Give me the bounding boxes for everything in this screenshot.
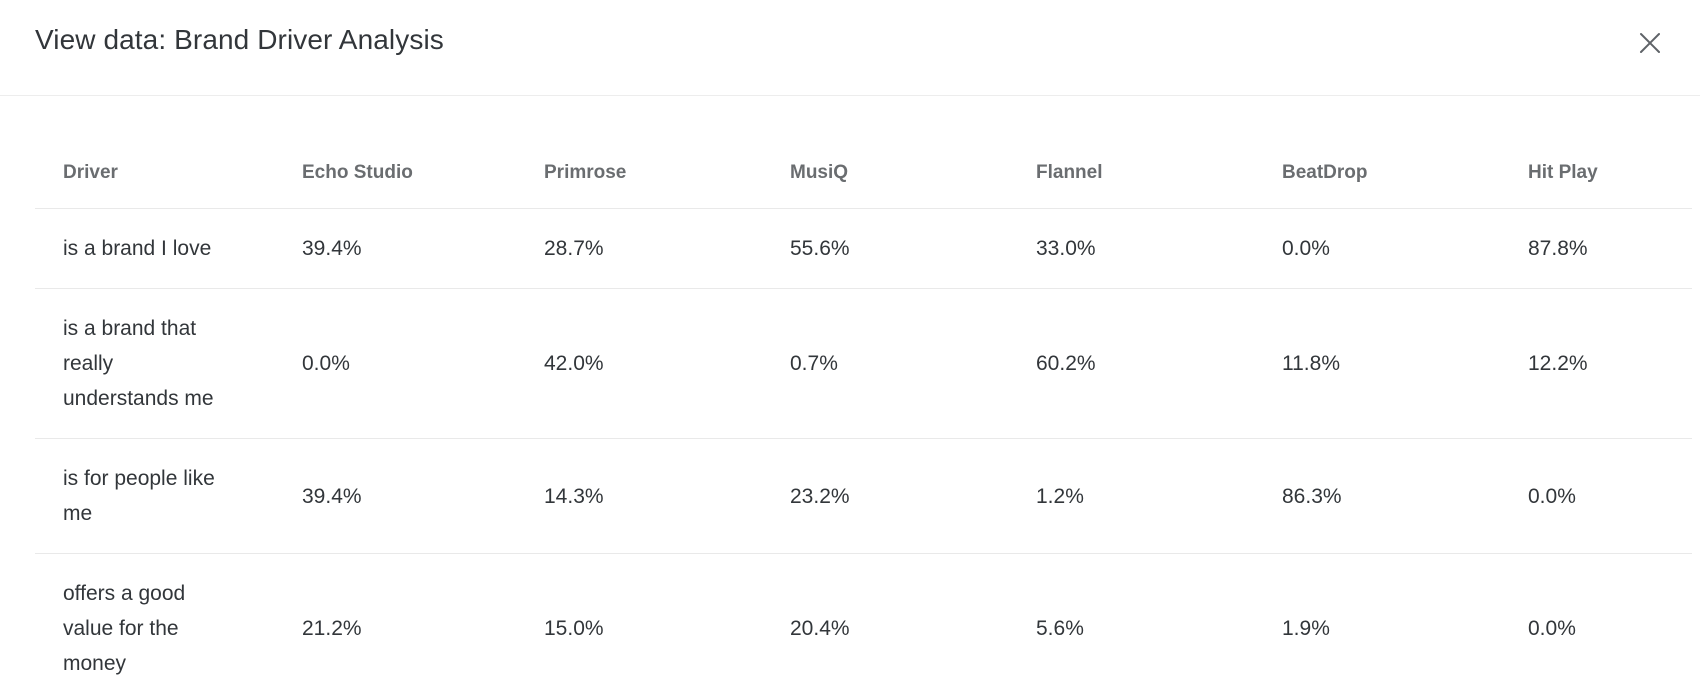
table-header-row: Driver Echo Studio Primrose MusiQ Flannel Bea… [35, 96, 1692, 209]
value-cell: 23.2% [790, 484, 850, 508]
modal-title: View data: Brand Driver Analysis [35, 24, 444, 55]
close-icon [1638, 31, 1662, 55]
table-row: is a brand I love 39.4% 28.7% 55.6% 33.0% 0.0… [35, 209, 1692, 289]
value-cell: 14.3% [544, 484, 604, 508]
column-header-flannel: Flannel [1036, 162, 1103, 183]
column-header-musiq: MusiQ [790, 162, 849, 183]
value-cell: 33.0% [1036, 237, 1096, 260]
value-cell: 60.2% [1036, 352, 1096, 375]
value-cell: 0.0% [302, 352, 350, 375]
value-cell: 28.7% [544, 237, 604, 260]
value-cell: 11.8% [1282, 352, 1340, 375]
brand-driver-table: Driver Echo Studio Primrose MusiQ Flannel Bea… [35, 96, 1692, 698]
column-header-driver: Driver [63, 162, 118, 183]
table-row: is a brand that really understands me 0.0… [35, 289, 1692, 439]
value-cell: 12.2% [1528, 352, 1588, 375]
table-row: offers a good value for the money 21.2% 15… [35, 554, 1692, 698]
driver-label: is a brand that really understands me [35, 311, 228, 416]
value-cell: 0.0% [1282, 237, 1330, 260]
value-cell: 5.6% [1036, 617, 1084, 640]
value-cell: 0.0% [1528, 484, 1576, 508]
value-cell: 20.4% [790, 617, 850, 640]
column-header-primrose: Primrose [544, 162, 627, 183]
driver-label-text: is a brand I love [63, 237, 212, 260]
value-cell: 87.8% [1528, 237, 1588, 260]
table-row: is for people like me 39.4% 14.3% 23.2% 1.2%… [35, 439, 1692, 554]
driver-label-text: is a brand that really understands me [63, 317, 214, 410]
column-header-beatdrop: BeatDrop [1282, 162, 1368, 183]
driver-label: is a brand I love [35, 231, 228, 266]
value-cell: 0.0% [1528, 617, 1576, 640]
driver-label-text: offers a good value for the money [63, 582, 186, 675]
driver-label: offers a good value for the money [35, 576, 228, 681]
driver-label: is for people like me [35, 461, 228, 531]
value-cell: 15.0% [544, 617, 604, 640]
driver-label-text: is for people like me [63, 467, 215, 525]
table-body: is a brand I love 39.4% 28.7% 55.6% 33.0% 0.0… [35, 209, 1692, 698]
value-cell: 1.2% [1036, 484, 1084, 508]
value-cell: 42.0% [544, 352, 604, 375]
modal-header: View data: Brand Driver Analysis [0, 0, 1700, 96]
value-cell: 39.4% [302, 237, 362, 260]
value-cell: 86.3% [1282, 484, 1342, 508]
value-cell: 0.7% [790, 352, 838, 375]
close-button[interactable] [1636, 29, 1664, 57]
value-cell: 55.6% [790, 237, 850, 260]
value-cell: 21.2% [302, 617, 362, 640]
value-cell: 39.4% [302, 484, 362, 508]
column-header-echo-studio: Echo Studio [302, 162, 413, 183]
value-cell: 1.9% [1282, 617, 1330, 640]
column-header-hit-play: Hit Play [1528, 162, 1598, 183]
